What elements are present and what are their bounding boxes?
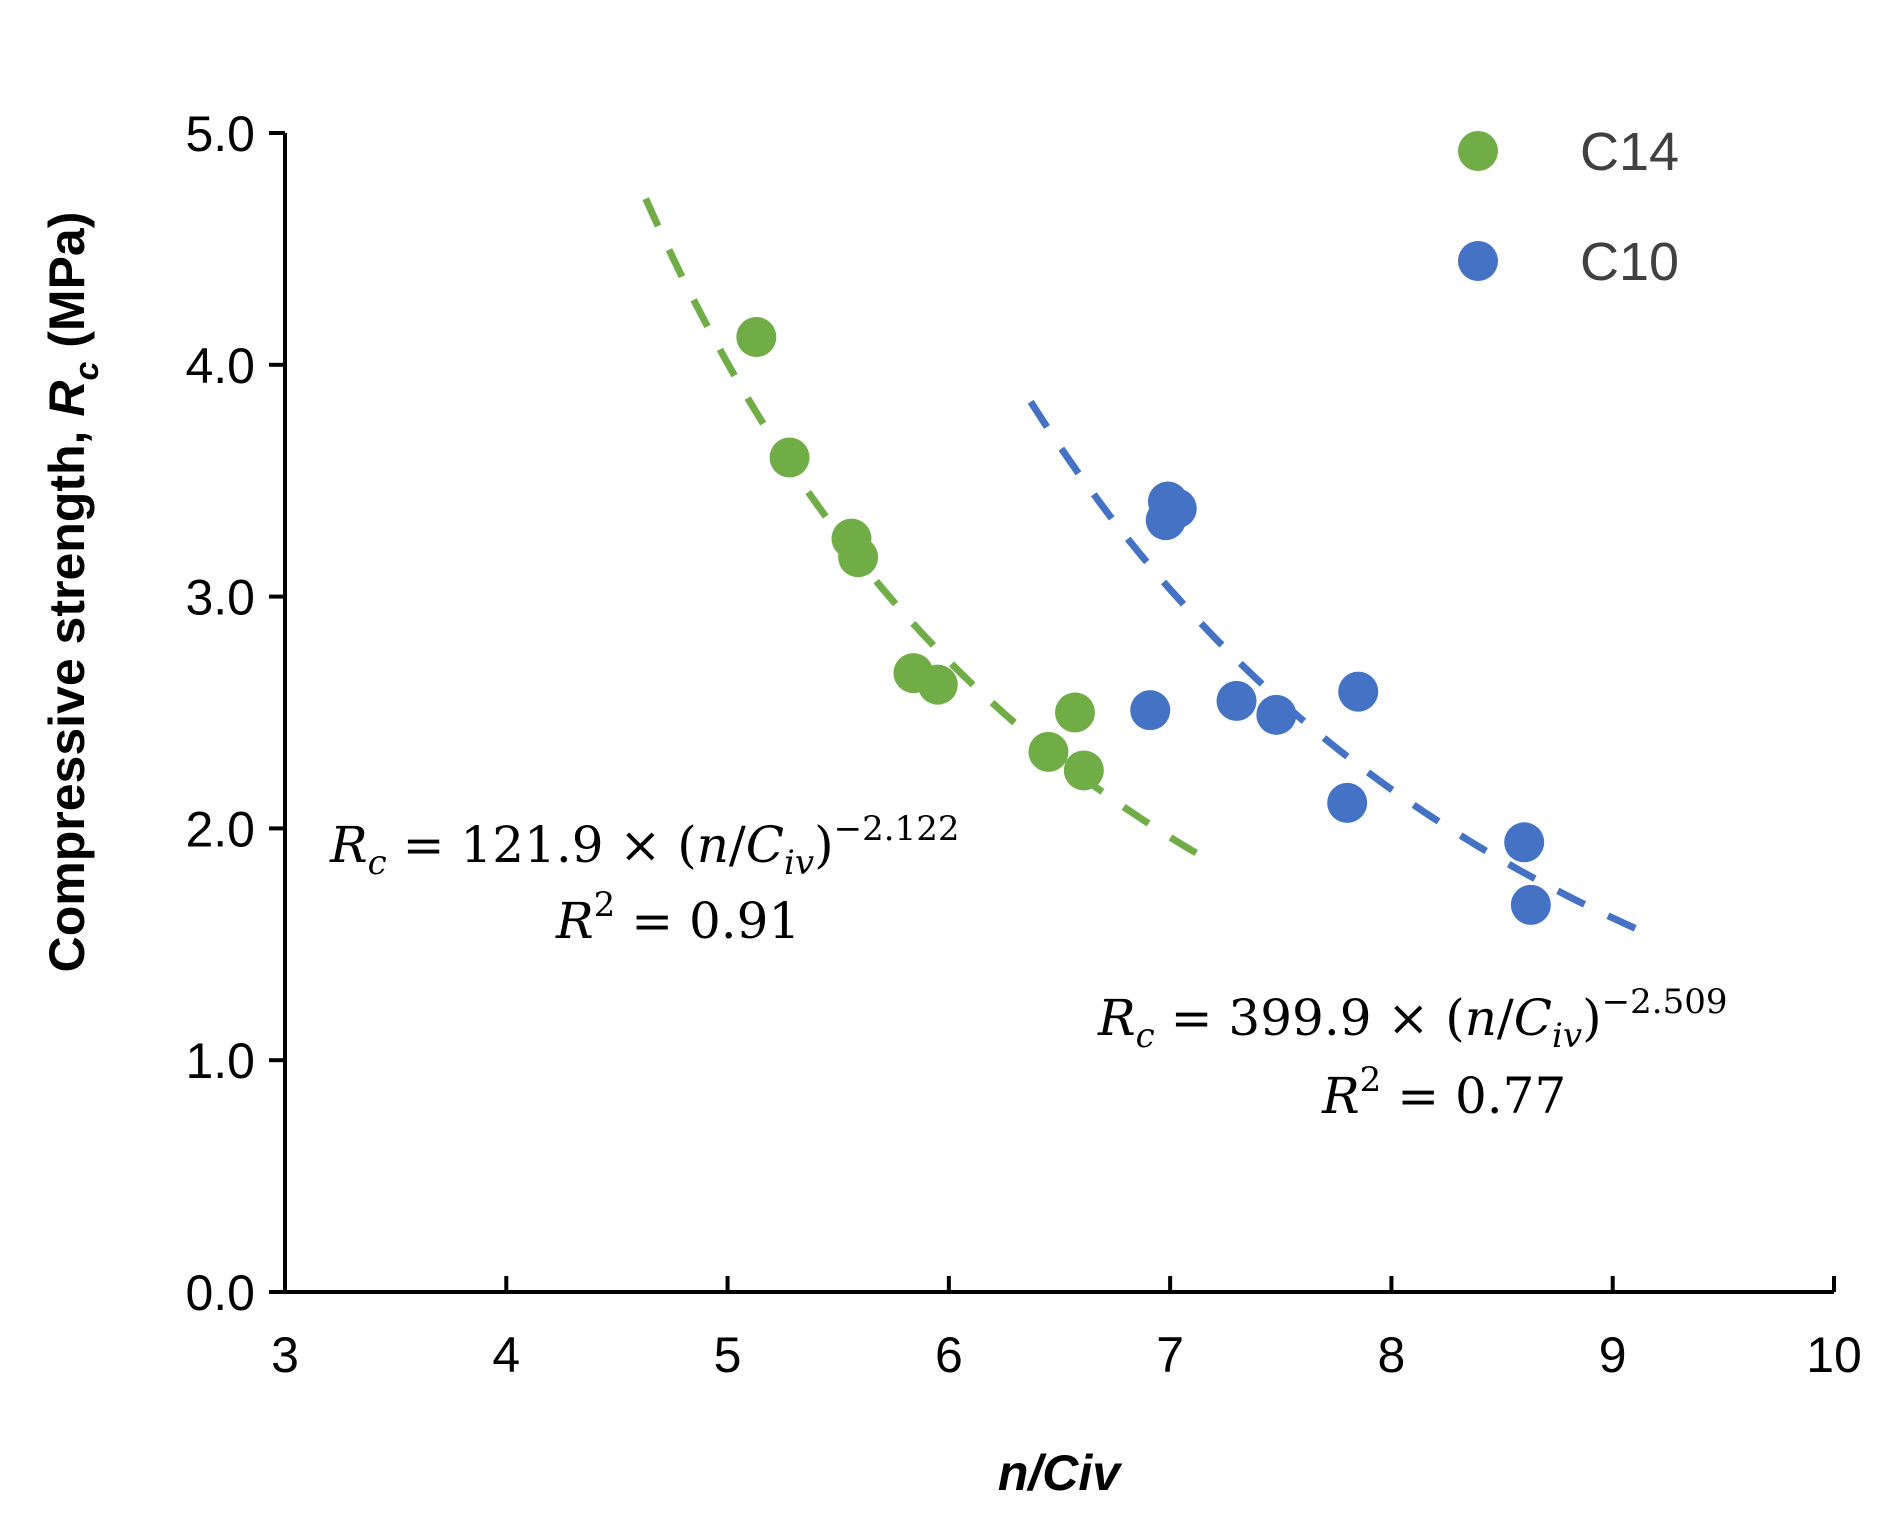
legend-label-c10: C10	[1580, 232, 1679, 292]
x-tick-label: 10	[1806, 1327, 1862, 1383]
data-points	[736, 316, 1551, 925]
y-tick-label: 3.0	[185, 570, 255, 626]
x-tick-label: 5	[714, 1327, 742, 1383]
data-point-c10	[1327, 782, 1368, 823]
x-tick-label: 7	[1156, 1327, 1184, 1383]
equation-c10-line1: Rc = 399.9 × (n/Civ)−2.509	[1097, 982, 1727, 1056]
data-point-c14	[917, 664, 958, 705]
equation-c10: Rc = 399.9 × (n/Civ)−2.509 R2 = 0.77	[1097, 982, 1727, 1125]
data-point-c10	[1504, 822, 1545, 863]
y-tick-label: 2.0	[185, 801, 255, 857]
x-tick-label: 6	[935, 1327, 963, 1383]
y-tick-label: 4.0	[185, 338, 255, 394]
legend-label-c14: C14	[1580, 122, 1679, 182]
trend-line-c14	[642, 197, 1199, 857]
data-point-c10	[1256, 694, 1297, 735]
data-point-c10	[1510, 884, 1551, 925]
y-axis-title: Compressive strength, Rc (MPa)	[39, 212, 106, 973]
x-axis-title: n/Civ	[998, 1445, 1123, 1501]
trend-lines	[642, 197, 1650, 938]
data-point-c14	[1054, 692, 1095, 733]
equation-c14: Rc = 121.9 × (n/Civ)−2.122 R2 = 0.91	[329, 809, 959, 950]
y-tick-label: 1.0	[185, 1033, 255, 1089]
equation-c10-r2: R2 = 0.77	[1321, 1060, 1566, 1125]
x-tick-label: 9	[1599, 1327, 1627, 1383]
x-tick-label: 3	[271, 1327, 299, 1383]
legend-marker-c14	[1458, 131, 1498, 171]
legend: C14 C10	[1458, 122, 1679, 292]
x-tick-label: 4	[492, 1327, 520, 1383]
y-tick-label: 5.0	[185, 106, 255, 162]
equation-c14-line1: Rc = 121.9 × (n/Civ)−2.122	[329, 809, 959, 883]
legend-marker-c10	[1458, 241, 1498, 281]
data-point-c14	[736, 316, 777, 357]
y-tick-label: 0.0	[185, 1265, 255, 1321]
data-point-c14	[1063, 750, 1104, 791]
data-point-c10	[1216, 680, 1257, 721]
x-tick-label: 8	[1378, 1327, 1406, 1383]
equation-c14-r2: R2 = 0.91	[555, 885, 800, 950]
trend-line-c10	[1027, 399, 1650, 938]
y-ticks: 0.0 1.0 2.0 3.0 4.0 5.0	[185, 106, 285, 1321]
x-ticks: 3 4 5 6 7 8 9 10	[271, 1276, 1862, 1383]
data-point-c10	[1130, 690, 1171, 731]
data-point-c14	[769, 437, 810, 478]
data-point-c10	[1156, 488, 1197, 529]
data-point-c14	[838, 537, 879, 578]
data-point-c10	[1338, 671, 1379, 712]
data-point-c14	[1028, 731, 1069, 772]
